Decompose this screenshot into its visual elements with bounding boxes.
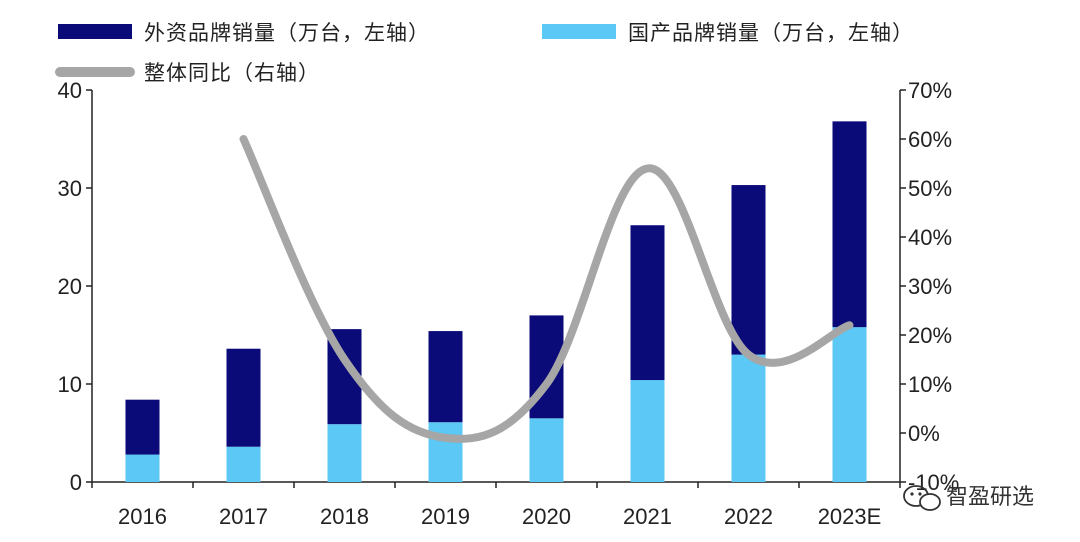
- bar-domestic: [226, 446, 261, 482]
- y-right-tick-label: 70%: [908, 78, 952, 103]
- watermark: 智盈研选: [903, 485, 1034, 511]
- legend: 外资品牌销量（万台，左轴） 国产品牌销量（万台，左轴） 整体同比（右轴）: [55, 21, 914, 85]
- y-left-tick-label: 0: [70, 470, 82, 495]
- y-right-tick-label: 10%: [908, 372, 952, 397]
- bar-foreign: [630, 225, 665, 381]
- y-left-tick-label: 20: [58, 274, 82, 299]
- y-left-ticks: 0 10 20 30 40: [58, 78, 92, 495]
- y-right-tick-label: 20%: [908, 323, 952, 348]
- x-tick-label: 2016: [118, 504, 167, 529]
- bar-domestic: [630, 380, 665, 482]
- x-ticks: 2016 2017 2018 2019 2020 2021 2022 2023E: [91, 482, 901, 529]
- y-right-tick-label: 30%: [908, 274, 952, 299]
- yoy-line-layer: [239, 135, 854, 443]
- y-right-tick-label: -10%: [908, 470, 959, 495]
- legend-label-domestic: 国产品牌销量（万台，左轴）: [628, 21, 914, 45]
- bar-domestic: [125, 454, 160, 482]
- legend-swatch-domestic: [542, 24, 616, 39]
- x-tick-label: 2019: [421, 504, 470, 529]
- y-left-tick-label: 40: [58, 78, 82, 103]
- bar-foreign: [428, 331, 463, 423]
- axes: 0 10 20 30 40 -10% 0% 10% 20% 30% 40% 50% 60% 70% 20…: [58, 78, 960, 529]
- y-right-tick-label: 0%: [908, 421, 940, 446]
- x-tick-label: 2023E: [818, 504, 882, 529]
- bar-foreign: [125, 399, 160, 455]
- bars: [125, 121, 867, 482]
- yoy-line: [239, 135, 854, 443]
- legend-label-foreign: 外资品牌销量（万台，左轴）: [144, 21, 430, 45]
- x-tick-label: 2017: [219, 504, 268, 529]
- y-right-ticks: -10% 0% 10% 20% 30% 40% 50% 60% 70%: [900, 78, 959, 495]
- y-left-tick-label: 10: [58, 372, 82, 397]
- x-tick-label: 2022: [724, 504, 773, 529]
- y-left-tick-label: 30: [58, 176, 82, 201]
- wechat-icon: [903, 485, 941, 511]
- bar-domestic: [529, 418, 564, 482]
- bar-domestic: [327, 424, 362, 482]
- legend-swatch-foreign: [58, 24, 132, 39]
- bar-domestic: [428, 422, 463, 482]
- legend-label-yoy: 整体同比（右轴）: [144, 61, 320, 85]
- bar-foreign: [226, 348, 261, 447]
- x-tick-label: 2021: [623, 504, 672, 529]
- x-tick-label: 2018: [320, 504, 369, 529]
- bar-domestic: [731, 354, 766, 482]
- bar-foreign: [832, 121, 867, 328]
- y-right-tick-label: 60%: [908, 127, 952, 152]
- x-tick-label: 2020: [522, 504, 571, 529]
- bar-domestic: [832, 327, 867, 482]
- y-right-tick-label: 50%: [908, 176, 952, 201]
- bar-foreign: [731, 185, 766, 355]
- y-right-tick-label: 40%: [908, 225, 952, 250]
- watermark-text: 智盈研选: [946, 485, 1034, 510]
